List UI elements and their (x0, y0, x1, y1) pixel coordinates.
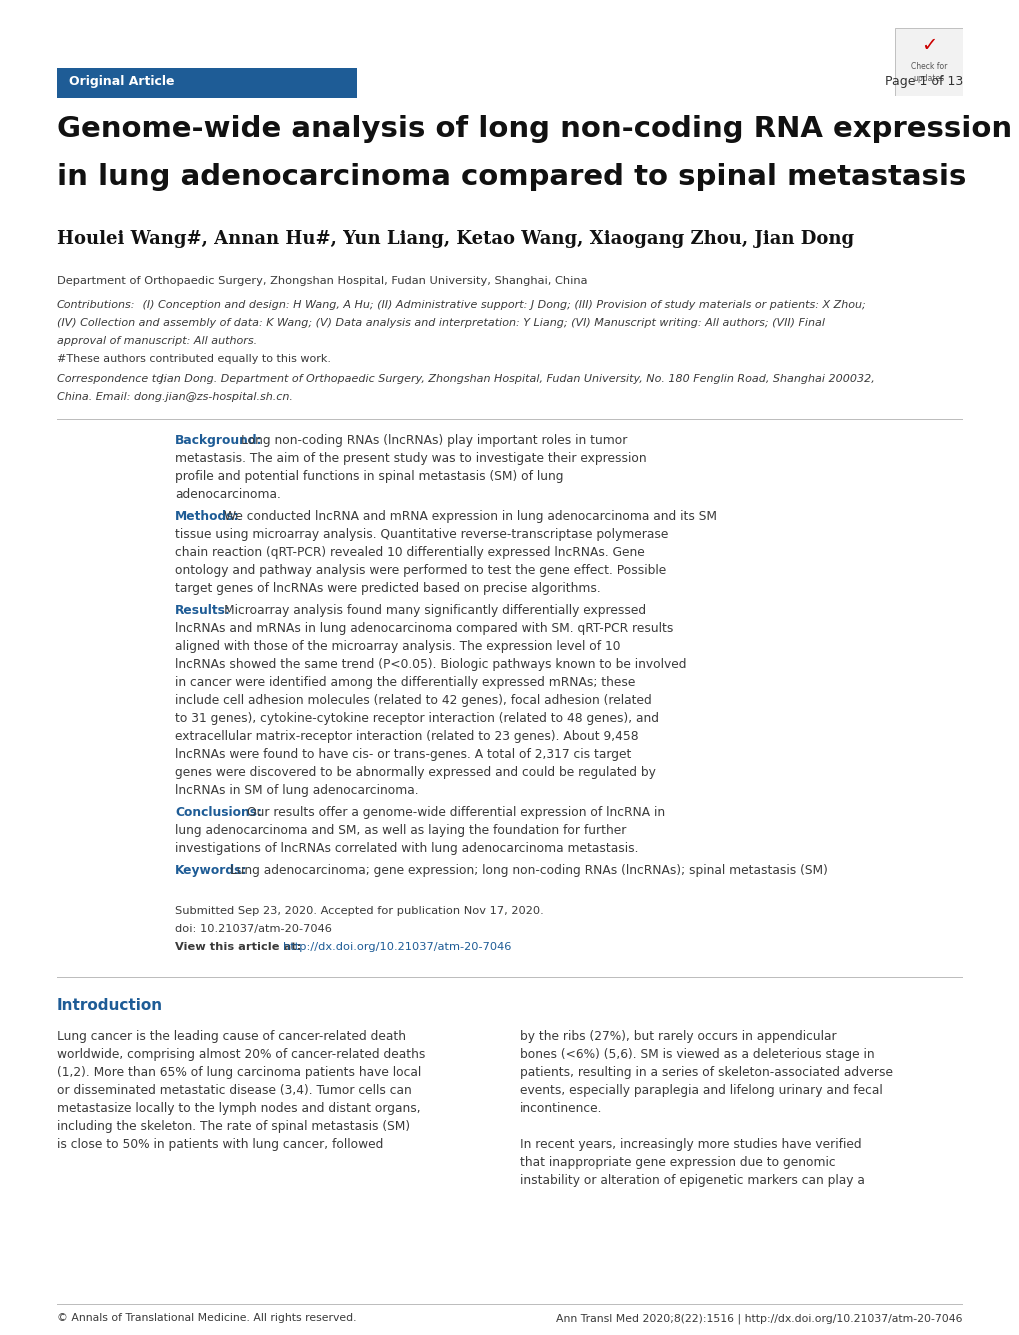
Text: tissue using microarray analysis. Quantitative reverse-transcriptase polymerase: tissue using microarray analysis. Quanti… (175, 529, 667, 541)
Text: in lung adenocarcinoma compared to spinal metastasis: in lung adenocarcinoma compared to spina… (57, 163, 965, 191)
Text: including the skeleton. The rate of spinal metastasis (SM): including the skeleton. The rate of spin… (57, 1120, 410, 1133)
Text: ontology and pathway analysis were performed to test the gene effect. Possible: ontology and pathway analysis were perfo… (175, 563, 665, 577)
Text: metastasis. The aim of the present study was to investigate their expression: metastasis. The aim of the present study… (175, 453, 646, 465)
Text: profile and potential functions in spinal metastasis (SM) of lung: profile and potential functions in spina… (175, 470, 562, 483)
Text: investigations of lncRNAs correlated with lung adenocarcinoma metastasis.: investigations of lncRNAs correlated wit… (175, 842, 638, 854)
Text: worldwide, comprising almost 20% of cancer-related deaths: worldwide, comprising almost 20% of canc… (57, 1048, 425, 1061)
Text: Page 1 of 13: Page 1 of 13 (883, 75, 962, 88)
Text: Long non-coding RNAs (lncRNAs) play important roles in tumor: Long non-coding RNAs (lncRNAs) play impo… (240, 434, 627, 447)
Text: Genome-wide analysis of long non-coding RNA expression profile: Genome-wide analysis of long non-coding … (57, 115, 1019, 143)
Text: Keywords:: Keywords: (175, 864, 248, 877)
Text: include cell adhesion molecules (related to 42 genes), focal adhesion (related: include cell adhesion molecules (related… (175, 694, 651, 708)
Text: (1,2). More than 65% of lung carcinoma patients have local: (1,2). More than 65% of lung carcinoma p… (57, 1067, 421, 1079)
Text: incontinence.: incontinence. (520, 1101, 602, 1115)
Text: Lung cancer is the leading cause of cancer-related death: Lung cancer is the leading cause of canc… (57, 1031, 406, 1043)
Text: Microarray analysis found many significantly differentially expressed: Microarray analysis found many significa… (224, 603, 645, 617)
Text: Background:: Background: (175, 434, 262, 447)
Text: #These authors contributed equally to this work.: #These authors contributed equally to th… (57, 354, 331, 364)
Text: China. Email: dong.jian@zs-hospital.sh.cn.: China. Email: dong.jian@zs-hospital.sh.c… (57, 392, 292, 402)
Text: Lung adenocarcinoma; gene expression; long non-coding RNAs (lncRNAs); spinal met: Lung adenocarcinoma; gene expression; lo… (229, 864, 827, 877)
Text: aligned with those of the microarray analysis. The expression level of 10: aligned with those of the microarray ana… (175, 639, 620, 653)
Text: In recent years, increasingly more studies have verified: In recent years, increasingly more studi… (520, 1137, 861, 1151)
Text: (I) Conception and design: H Wang, A Hu; (II) Administrative support: J Dong; (I: (I) Conception and design: H Wang, A Hu;… (139, 300, 865, 310)
Text: target genes of lncRNAs were predicted based on precise algorithms.: target genes of lncRNAs were predicted b… (175, 582, 600, 595)
Text: bones (<6%) (5,6). SM is viewed as a deleterious stage in: bones (<6%) (5,6). SM is viewed as a del… (520, 1048, 873, 1061)
Text: genes were discovered to be abnormally expressed and could be regulated by: genes were discovered to be abnormally e… (175, 766, 655, 780)
Text: patients, resulting in a series of skeleton-associated adverse: patients, resulting in a series of skele… (520, 1067, 892, 1079)
Text: We conducted lncRNA and mRNA expression in lung adenocarcinoma and its SM: We conducted lncRNA and mRNA expression … (224, 510, 716, 523)
Text: lncRNAs and mRNAs in lung adenocarcinoma compared with SM. qRT-PCR results: lncRNAs and mRNAs in lung adenocarcinoma… (175, 622, 673, 635)
Text: Contributions:: Contributions: (57, 300, 136, 310)
Text: in cancer were identified among the differentially expressed mRNAs; these: in cancer were identified among the diff… (175, 676, 635, 689)
Text: chain reaction (qRT-PCR) revealed 10 differentially expressed lncRNAs. Gene: chain reaction (qRT-PCR) revealed 10 dif… (175, 546, 644, 559)
Text: Houlei Wang#, Annan Hu#, Yun Liang, Ketao Wang, Xiaogang Zhou, Jian Dong: Houlei Wang#, Annan Hu#, Yun Liang, Keta… (57, 230, 853, 248)
Text: doi: 10.21037/atm-20-7046: doi: 10.21037/atm-20-7046 (175, 924, 331, 934)
Text: Original Article: Original Article (69, 75, 174, 88)
Text: (IV) Collection and assembly of data: K Wang; (V) Data analysis and interpretati: (IV) Collection and assembly of data: K … (57, 318, 824, 328)
Text: updates: updates (913, 73, 944, 83)
Text: lncRNAs in SM of lung adenocarcinoma.: lncRNAs in SM of lung adenocarcinoma. (175, 784, 418, 797)
Text: that inappropriate gene expression due to genomic: that inappropriate gene expression due t… (520, 1156, 835, 1169)
Text: lung adenocarcinoma and SM, as well as laying the foundation for further: lung adenocarcinoma and SM, as well as l… (175, 824, 626, 837)
Text: instability or alteration of epigenetic markers can play a: instability or alteration of epigenetic … (520, 1173, 864, 1187)
Text: Methods:: Methods: (175, 510, 239, 523)
Text: adenocarcinoma.: adenocarcinoma. (175, 489, 280, 501)
Text: or disseminated metastatic disease (3,4). Tumor cells can: or disseminated metastatic disease (3,4)… (57, 1084, 412, 1097)
Text: Conclusions:: Conclusions: (175, 806, 262, 818)
Text: View this article at:: View this article at: (175, 943, 301, 952)
Text: Check for: Check for (910, 61, 947, 71)
Text: to 31 genes), cytokine-cytokine receptor interaction (related to 48 genes), and: to 31 genes), cytokine-cytokine receptor… (175, 712, 658, 725)
Text: events, especially paraplegia and lifelong urinary and fecal: events, especially paraplegia and lifelo… (520, 1084, 881, 1097)
Text: Results:: Results: (175, 603, 230, 617)
Text: Our results offer a genome-wide differential expression of lncRNA in: Our results offer a genome-wide differen… (247, 806, 664, 818)
Text: by the ribs (27%), but rarely occurs in appendicular: by the ribs (27%), but rarely occurs in … (520, 1031, 836, 1043)
Text: Ann Transl Med 2020;8(22):1516 | http://dx.doi.org/10.21037/atm-20-7046: Ann Transl Med 2020;8(22):1516 | http://… (556, 1314, 962, 1323)
Text: metastasize locally to the lymph nodes and distant organs,: metastasize locally to the lymph nodes a… (57, 1101, 420, 1115)
Text: approval of manuscript: All authors.: approval of manuscript: All authors. (57, 336, 257, 346)
Text: http://dx.doi.org/10.21037/atm-20-7046: http://dx.doi.org/10.21037/atm-20-7046 (282, 943, 511, 952)
Text: © Annals of Translational Medicine. All rights reserved.: © Annals of Translational Medicine. All … (57, 1314, 357, 1323)
Text: Jian Dong. Department of Orthopaedic Surgery, Zhongshan Hospital, Fudan Universi: Jian Dong. Department of Orthopaedic Sur… (157, 374, 874, 384)
Text: Correspondence to:: Correspondence to: (57, 374, 166, 384)
Text: ✓: ✓ (920, 36, 936, 55)
Text: lncRNAs showed the same trend (P<0.05). Biologic pathways known to be involved: lncRNAs showed the same trend (P<0.05). … (175, 658, 686, 672)
Text: Department of Orthopaedic Surgery, Zhongshan Hospital, Fudan University, Shangha: Department of Orthopaedic Surgery, Zhong… (57, 276, 587, 286)
Text: lncRNAs were found to have cis- or trans-genes. A total of 2,317 cis target: lncRNAs were found to have cis- or trans… (175, 748, 631, 761)
Text: Introduction: Introduction (57, 999, 163, 1013)
Text: is close to 50% in patients with lung cancer, followed: is close to 50% in patients with lung ca… (57, 1137, 383, 1151)
Text: extracellular matrix-receptor interaction (related to 23 genes). About 9,458: extracellular matrix-receptor interactio… (175, 730, 638, 744)
Text: Submitted Sep 23, 2020. Accepted for publication Nov 17, 2020.: Submitted Sep 23, 2020. Accepted for pub… (175, 906, 543, 916)
